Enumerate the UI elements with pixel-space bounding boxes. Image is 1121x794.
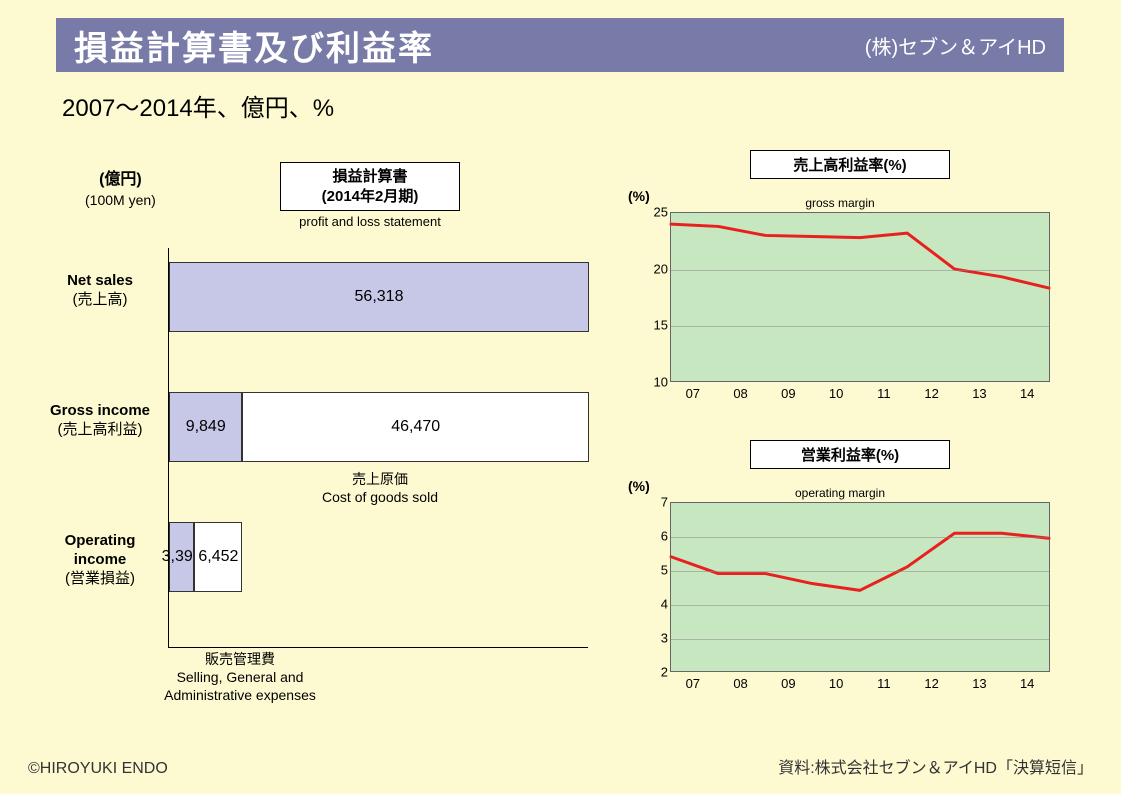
bar-segment: 3,397 (169, 522, 194, 592)
bar-segment: 56,318 (169, 262, 589, 332)
x-tick: 14 (1020, 386, 1034, 401)
line-svg (671, 213, 1049, 381)
gross-margin-chart: 売上高利益率(%) (%) gross margin 1015202507080… (620, 150, 1060, 410)
bar-row: 3,3976,452 (169, 522, 242, 592)
y-tick: 4 (638, 597, 668, 612)
bar-label: Net sales(売上高) (40, 272, 160, 310)
bar-chart: Net sales(売上高)56,318Gross income(売上高利益)9… (168, 248, 588, 648)
x-tick: 12 (924, 386, 938, 401)
x-tick: 07 (686, 386, 700, 401)
x-axis (168, 647, 588, 648)
sga-label: 販売管理費 Selling, General and Administrativ… (140, 650, 340, 705)
y-tick: 25 (638, 205, 668, 220)
x-tick: 10 (829, 676, 843, 691)
gridline (671, 326, 1049, 327)
data-line (671, 533, 1049, 590)
line-svg (671, 503, 1049, 671)
bar-label: Gross income(売上高利益) (40, 402, 160, 440)
x-tick: 09 (781, 676, 795, 691)
operating-margin-chart: 営業利益率(%) (%) operating margin 2345670708… (620, 440, 1060, 700)
company-name: (株)セブン＆アイHD (865, 31, 1046, 60)
y-tick: 6 (638, 529, 668, 544)
y-tick: 5 (638, 563, 668, 578)
bar-segment: 46,470 (242, 392, 589, 462)
gridline (671, 605, 1049, 606)
chart-title: 売上高利益率(%) (750, 150, 950, 179)
pl-statement-sub: profit and loss statement (280, 214, 460, 229)
bar-label: Operating income(営業損益) (40, 532, 160, 588)
y-tick: 15 (638, 318, 668, 333)
x-tick: 12 (924, 676, 938, 691)
bar-row: 9,84946,470 (169, 392, 589, 462)
copyright: ©HIROYUKI ENDO (28, 760, 168, 778)
y-axis-unit: (億円) (100M yen) (85, 170, 156, 209)
title-bar: 損益計算書及び利益率 (株)セブン＆アイHD (56, 18, 1064, 72)
plot-area (670, 212, 1050, 382)
y-tick: 20 (638, 261, 668, 276)
chart-title: 営業利益率(%) (750, 440, 950, 469)
bar-segment: 6,452 (194, 522, 242, 592)
x-tick: 11 (877, 676, 891, 691)
y-tick: 2 (638, 665, 668, 680)
y-tick: 7 (638, 495, 668, 510)
gridline (671, 639, 1049, 640)
pl-statement-box: 損益計算書 (2014年2月期) (280, 162, 460, 211)
x-tick: 09 (781, 386, 795, 401)
cogs-label: 売上原価 Cost of goods sold (270, 470, 490, 506)
y-tick: 3 (638, 631, 668, 646)
x-tick: 14 (1020, 676, 1034, 691)
subtitle: 2007～2014年、億円、% (62, 88, 334, 123)
x-tick: 11 (877, 386, 891, 401)
y-tick: 10 (638, 375, 668, 390)
x-tick: 07 (686, 676, 700, 691)
gridline (671, 537, 1049, 538)
x-tick: 10 (829, 386, 843, 401)
bar-row: 56,318 (169, 262, 589, 332)
x-tick: 13 (972, 386, 986, 401)
gridline (671, 270, 1049, 271)
x-tick: 13 (972, 676, 986, 691)
bar-segment: 9,849 (169, 392, 242, 462)
plot-area (670, 502, 1050, 672)
chart-sub: operating margin (620, 486, 1060, 500)
bar-panel: (億円) (100M yen) 損益計算書 (2014年2月期) profit … (40, 170, 605, 730)
data-line (671, 224, 1049, 288)
x-tick: 08 (733, 386, 747, 401)
chart-sub: gross margin (620, 196, 1060, 210)
x-tick: 08 (733, 676, 747, 691)
gridline (671, 571, 1049, 572)
source: 資料:株式会社セブン＆アイHD「決算短信」 (778, 754, 1093, 778)
page-title: 損益計算書及び利益率 (74, 21, 434, 70)
